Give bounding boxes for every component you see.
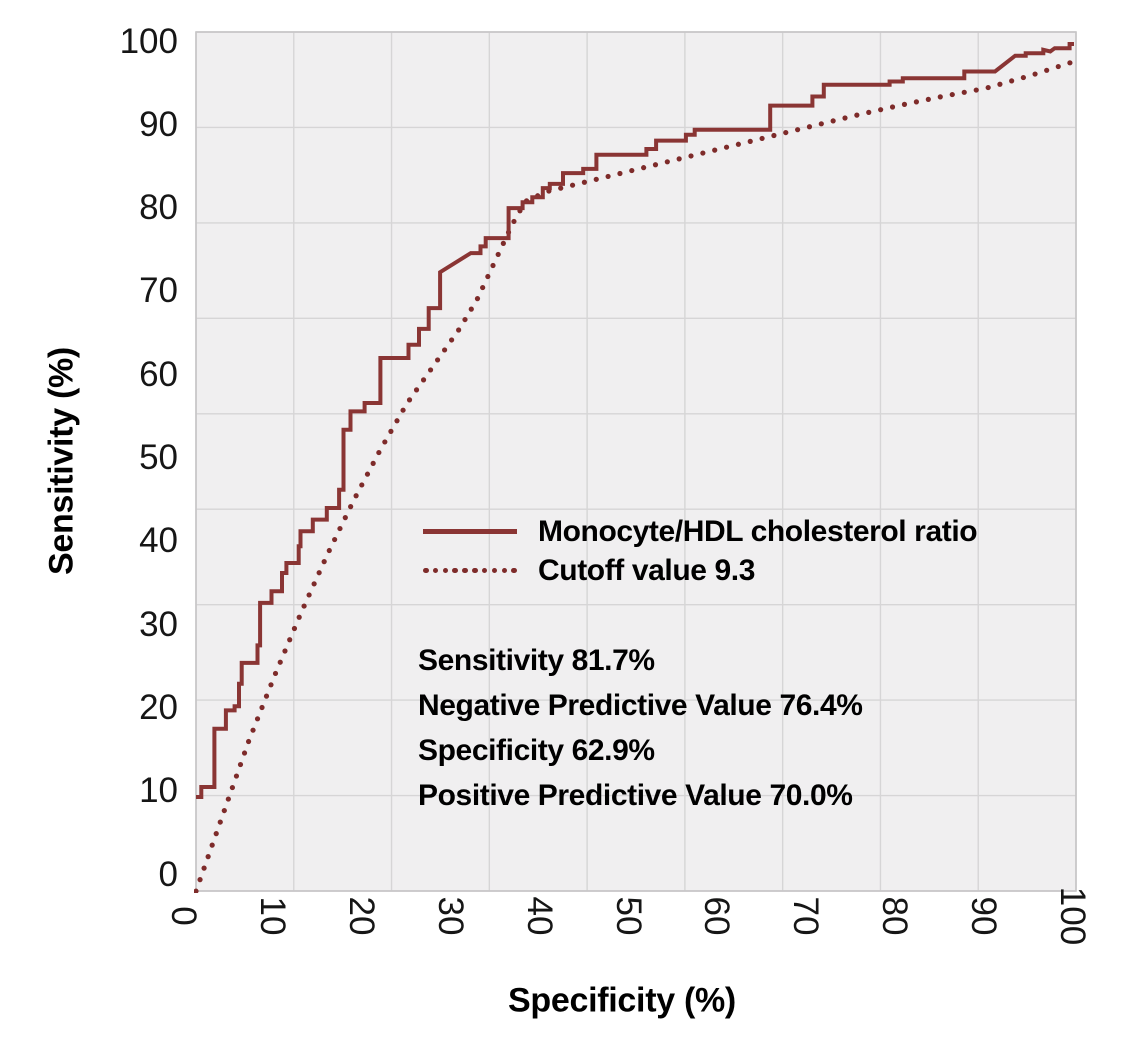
legend-dot <box>462 567 468 574</box>
y-tick-label-10: 10 <box>139 771 178 811</box>
monocyte-hdl-roc-curve <box>196 42 1074 799</box>
x-tick-label-70: 70 <box>786 896 826 936</box>
x-tick-label-20: 20 <box>341 896 381 936</box>
legend-dot <box>511 567 517 574</box>
y-tick-label-20: 20 <box>139 687 178 727</box>
legend-dot <box>501 567 508 574</box>
legend-dot <box>423 567 429 574</box>
x-tick-label-30: 30 <box>430 896 470 936</box>
legend-dot <box>452 567 458 574</box>
legend-row-monocyte-hdl: Monocyte/HDL cholesterol ratio <box>423 512 978 551</box>
cutoff-dotted-curve <box>194 60 1073 893</box>
legend: Monocyte/HDL cholesterol ratio Cutoff va… <box>423 512 978 590</box>
y-tick-label-0: 0 <box>158 854 178 894</box>
plot-border <box>195 31 1077 892</box>
legend-label-cutoff: Cutoff value 9.3 <box>538 553 755 587</box>
legend-label-monocyte-hdl: Monocyte/HDL cholesterol ratio <box>538 514 978 548</box>
x-tick-label-50: 50 <box>608 896 648 936</box>
x-axis-title: Specificity (%) <box>508 981 736 1020</box>
y-tick-label-70: 70 <box>139 271 178 311</box>
annotation-specificity: Specificity 62.9% <box>418 734 655 767</box>
legend-dotted-line-swatch <box>423 567 517 574</box>
legend-dot <box>432 567 439 574</box>
legend-dot <box>481 567 488 574</box>
y-tick-label-90: 90 <box>139 104 178 144</box>
x-tick-label-80: 80 <box>875 896 915 936</box>
x-tick-label-0: 0 <box>164 906 203 926</box>
y-tick-label-40: 40 <box>139 521 178 561</box>
x-tick-label-100: 100 <box>1053 886 1092 946</box>
legend-solid-line-swatch <box>423 529 517 534</box>
y-tick-label-30: 30 <box>139 604 178 644</box>
annotation-negative-predictive-value: Negative Predictive Value 76.4% <box>418 689 863 722</box>
y-tick-label-100: 100 <box>119 21 178 61</box>
legend-row-cutoff: Cutoff value 9.3 <box>423 551 977 590</box>
annotation-positive-predictive-value: Positive Predictive Value 70.0% <box>418 779 853 812</box>
x-tick-label-10: 10 <box>252 896 292 936</box>
y-tick-label-60: 60 <box>139 354 178 394</box>
y-tick-label-80: 80 <box>139 188 178 228</box>
annotation-sensitivity: Sensitivity 81.7% <box>418 644 655 677</box>
legend-dot <box>491 567 498 574</box>
legend-dot <box>442 567 449 574</box>
x-tick-label-90: 90 <box>964 896 1004 936</box>
stats-annotations: Sensitivity 81.7% Negative Predictive Va… <box>418 638 863 818</box>
x-tick-label-60: 60 <box>697 896 737 936</box>
y-tick-label-50: 50 <box>139 438 178 477</box>
legend-dot <box>472 567 478 574</box>
x-tick-label-40: 40 <box>519 896 559 936</box>
